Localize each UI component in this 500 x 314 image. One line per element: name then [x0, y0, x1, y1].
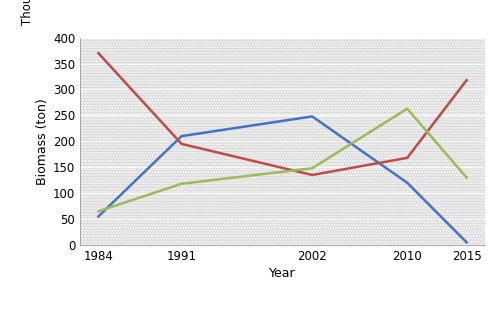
Tectona grandis — [404, 107, 410, 111]
X-axis label: Year: Year — [269, 267, 296, 280]
Gmelaina arborea — [309, 115, 315, 118]
Line: Tectona grandis: Tectona grandis — [98, 109, 466, 211]
Tectona grandis — [464, 176, 469, 180]
Natural Forest — [309, 173, 315, 177]
Natural Forest — [404, 156, 410, 160]
Bar — [80, 38, 485, 245]
Gmelaina arborea — [178, 134, 184, 138]
Line: Gmelaina arborea: Gmelaina arborea — [98, 116, 466, 242]
Tectona grandis — [178, 182, 184, 186]
Y-axis label: Biomass (ton): Biomass (ton) — [36, 98, 49, 185]
Natural Forest — [464, 78, 469, 82]
Text: Thousands: Thousands — [22, 0, 35, 25]
Tectona grandis — [309, 166, 315, 170]
Gmelaina arborea — [96, 214, 102, 218]
Gmelaina arborea — [404, 181, 410, 185]
Natural Forest — [96, 51, 102, 55]
Line: Natural Forest: Natural Forest — [98, 53, 466, 175]
Natural Forest — [178, 142, 184, 146]
Tectona grandis — [96, 209, 102, 213]
Gmelaina arborea — [464, 241, 469, 244]
